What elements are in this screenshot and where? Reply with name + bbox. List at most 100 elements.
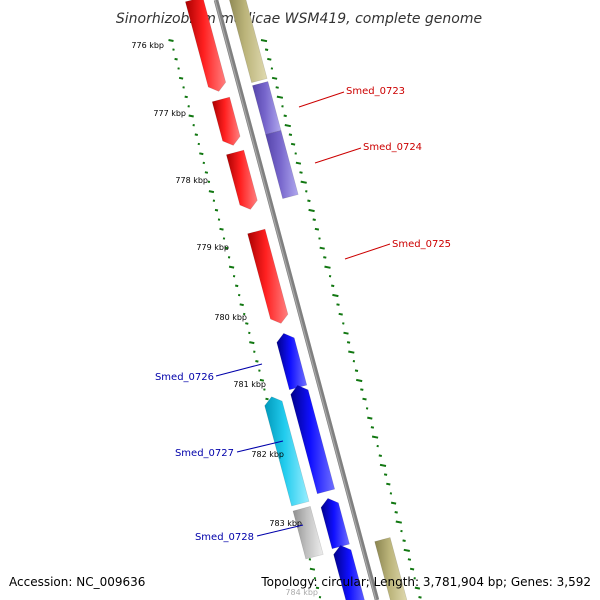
gc-inner-mark — [265, 397, 269, 401]
gc-outer-mark — [386, 482, 391, 486]
callout-line — [344, 243, 391, 260]
gc-outer-mark — [354, 369, 359, 372]
gc-outer-mark — [312, 218, 316, 221]
gc-outer-mark — [288, 133, 293, 136]
gc-outer-mark — [402, 539, 406, 542]
cds-blue-feature[interactable] — [276, 333, 308, 391]
backbone-highlight — [214, 0, 377, 600]
callout-line — [298, 91, 345, 108]
gc-outer-mark — [308, 208, 315, 213]
gc-outer-mark — [348, 350, 355, 354]
gc-outer-mark — [290, 142, 296, 146]
gc-outer-mark — [371, 435, 379, 439]
gc-track-outer — [260, 39, 422, 599]
gc-outer-mark — [299, 171, 303, 174]
tick-label: 782 kbp — [251, 450, 284, 459]
feature-purple[interactable] — [265, 130, 299, 199]
gc-outer-mark — [367, 416, 373, 420]
gc-inner-mark — [235, 284, 239, 288]
gc-outer-mark — [295, 161, 302, 165]
gc-inner-mark — [188, 114, 194, 118]
gc-outer-mark — [379, 463, 387, 467]
gc-outer-mark — [370, 426, 375, 429]
gc-outer-mark — [284, 124, 291, 128]
gc-outer-mark — [314, 227, 320, 231]
gc-inner-mark — [194, 133, 198, 136]
gc-outer-mark — [271, 76, 278, 80]
gc-outer-mark — [346, 341, 351, 344]
feature-olive[interactable] — [227, 0, 268, 83]
tick-label: 777 kbp — [153, 109, 186, 118]
gc-outer-mark — [414, 586, 421, 590]
accession-text: Accession: NC_009636 — [9, 575, 146, 589]
gene-label-smed-0724[interactable]: Smed_0724 — [363, 142, 422, 153]
gc-outer-mark — [383, 473, 388, 476]
feature-cyan[interactable] — [264, 396, 310, 507]
gc-inner-mark — [255, 360, 259, 363]
gc-outer-mark — [300, 180, 307, 184]
gene-label-smed-0728[interactable]: Smed_0728 — [195, 532, 254, 543]
gc-inner-mark — [309, 567, 316, 571]
feature-olive[interactable] — [374, 537, 408, 600]
gc-inner-mark — [228, 265, 235, 269]
gc-outer-mark — [407, 558, 412, 561]
gc-outer-mark — [283, 114, 287, 118]
gc-outer-mark — [275, 86, 279, 89]
gc-outer-mark — [336, 303, 340, 306]
gc-inner-mark — [224, 246, 229, 250]
gc-outer-mark — [307, 199, 311, 203]
gc-outer-mark — [360, 388, 364, 391]
gc-outer-mark — [356, 378, 363, 383]
gc-inner-mark — [174, 57, 178, 61]
gc-outer-mark — [332, 293, 339, 298]
callout-line — [215, 363, 263, 377]
cds-red-feature[interactable] — [226, 149, 258, 210]
gc-inner-mark — [214, 208, 219, 212]
gc-inner-mark — [239, 303, 244, 307]
gc-outer-mark — [331, 284, 335, 288]
cds-blue-feature[interactable] — [290, 385, 336, 495]
gc-inner-mark — [249, 341, 255, 345]
gc-outer-mark — [409, 567, 415, 571]
feature-grey[interactable] — [292, 506, 324, 560]
gc-outer-mark — [362, 397, 367, 401]
cds-blue-feature[interactable] — [333, 545, 368, 600]
gc-outer-mark — [319, 246, 325, 250]
gc-outer-mark — [276, 95, 284, 99]
gene-label-smed-0725[interactable]: Smed_0725 — [392, 239, 451, 250]
gc-outer-mark — [394, 511, 398, 514]
cds-blue-feature[interactable] — [320, 498, 350, 550]
tick-label: 784 kbp — [285, 588, 318, 597]
tick-label: 780 kbp — [214, 313, 247, 322]
gc-outer-mark — [403, 548, 410, 552]
gc-inner-mark — [315, 586, 320, 590]
callout-line — [256, 524, 304, 537]
gc-outer-mark — [418, 596, 422, 599]
gene-label-smed-0727[interactable]: Smed_0727 — [175, 448, 234, 459]
gc-inner-mark — [178, 76, 184, 80]
feature-track — [185, 0, 408, 600]
gc-inner-mark — [219, 227, 224, 231]
gc-outer-mark — [390, 501, 397, 505]
gc-outer-mark — [260, 39, 268, 43]
gc-outer-mark — [343, 331, 349, 335]
cds-red-feature[interactable] — [185, 0, 227, 92]
gc-outer-mark — [267, 57, 272, 61]
gene-label-smed-0726[interactable]: Smed_0726 — [155, 372, 214, 383]
cds-red-feature[interactable] — [247, 228, 289, 324]
gc-outer-mark — [264, 48, 269, 51]
feature-purple[interactable] — [252, 81, 282, 135]
topology-text: Topology: circular; Length: 3,781,904 bp… — [261, 575, 591, 589]
gc-outer-mark — [324, 265, 331, 269]
gc-outer-mark — [323, 256, 327, 259]
cds-red-feature[interactable] — [211, 96, 241, 146]
map-title: Sinorhizobium medicae WSM419, complete g… — [116, 11, 482, 27]
gc-inner-mark — [184, 95, 188, 99]
tick-label: 776 kbp — [131, 41, 164, 50]
callout-line — [236, 440, 284, 453]
backbone-line — [213, 0, 380, 600]
kbp-labels: 776 kbp 777 kbp 778 kbp 779 kbp 780 kbp … — [131, 41, 318, 597]
gene-label-smed-0723[interactable]: Smed_0723 — [346, 86, 405, 97]
gc-inner-mark — [204, 171, 209, 174]
